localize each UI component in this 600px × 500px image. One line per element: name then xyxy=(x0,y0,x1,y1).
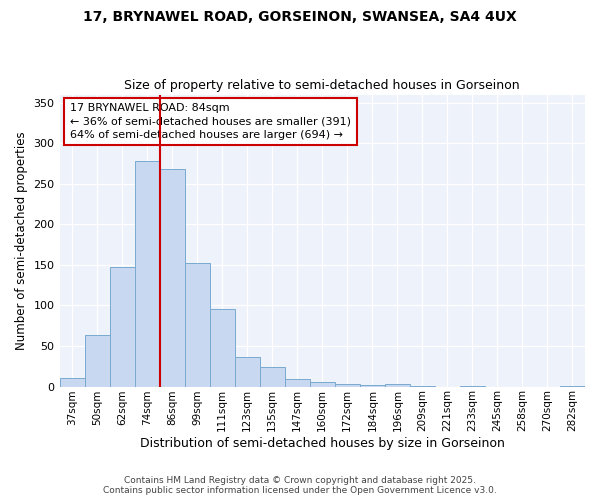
X-axis label: Distribution of semi-detached houses by size in Gorseinon: Distribution of semi-detached houses by … xyxy=(140,437,505,450)
Text: 17 BRYNAWEL ROAD: 84sqm
← 36% of semi-detached houses are smaller (391)
64% of s: 17 BRYNAWEL ROAD: 84sqm ← 36% of semi-de… xyxy=(70,104,351,140)
Title: Size of property relative to semi-detached houses in Gorseinon: Size of property relative to semi-detach… xyxy=(124,79,520,92)
Bar xyxy=(160,169,185,386)
Bar xyxy=(59,378,85,386)
Text: 17, BRYNAWEL ROAD, GORSEINON, SWANSEA, SA4 4UX: 17, BRYNAWEL ROAD, GORSEINON, SWANSEA, S… xyxy=(83,10,517,24)
Y-axis label: Number of semi-detached properties: Number of semi-detached properties xyxy=(15,131,28,350)
Bar xyxy=(235,358,260,386)
Bar xyxy=(134,161,160,386)
Text: Contains HM Land Registry data © Crown copyright and database right 2025.
Contai: Contains HM Land Registry data © Crown c… xyxy=(103,476,497,495)
Bar xyxy=(209,310,235,386)
Bar xyxy=(310,382,335,386)
Bar xyxy=(360,385,385,386)
Bar xyxy=(110,266,134,386)
Bar xyxy=(335,384,360,386)
Bar xyxy=(85,336,110,386)
Bar xyxy=(385,384,410,386)
Bar xyxy=(185,264,209,386)
Bar xyxy=(260,367,285,386)
Bar xyxy=(285,379,310,386)
